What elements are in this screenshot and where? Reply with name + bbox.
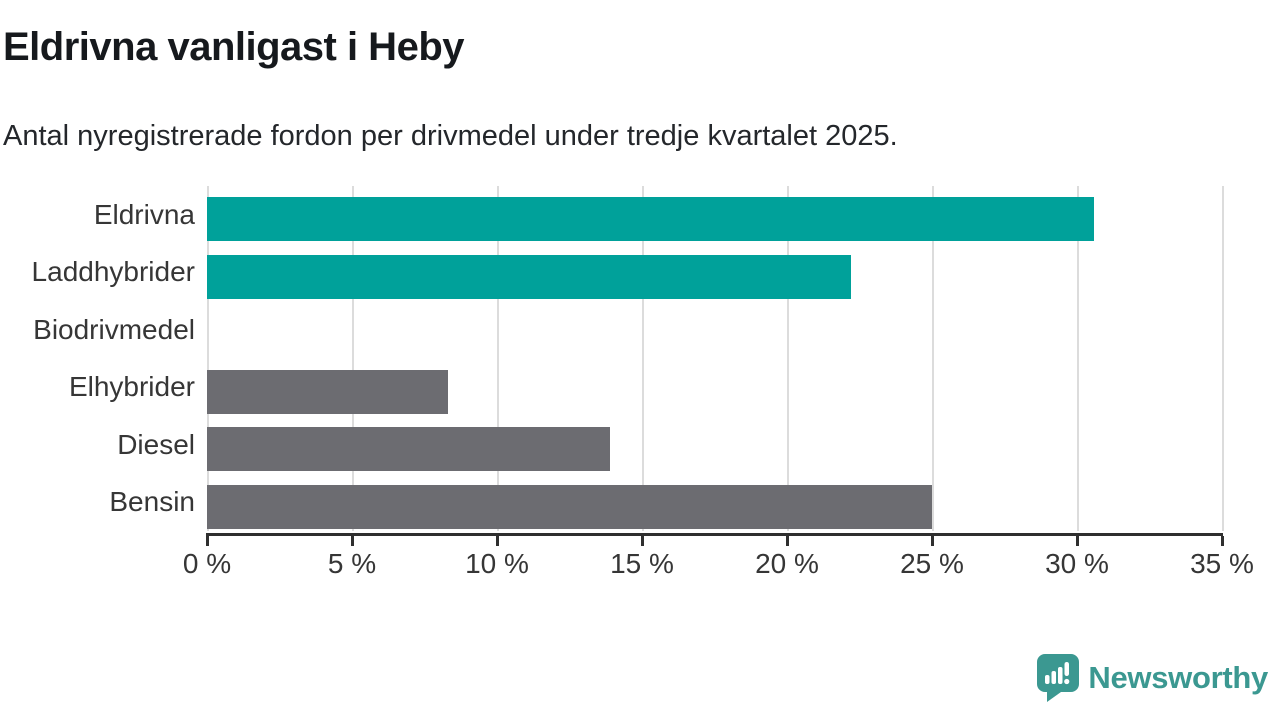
x-tick-label-10: 10 % <box>465 548 529 579</box>
gridline-0 <box>207 186 209 531</box>
x-tick-label-25: 25 % <box>900 548 964 579</box>
x-tick-label-35: 35 % <box>1190 548 1254 579</box>
x-tick-label-20: 20 % <box>755 548 819 579</box>
category-label-elhybrider: Elhybrider <box>68 371 195 403</box>
x-tick-20 <box>786 536 789 546</box>
gridline-25 <box>932 186 934 531</box>
x-tick-10 <box>496 536 499 546</box>
x-tick-5 <box>351 536 354 546</box>
bar-diesel <box>207 427 611 471</box>
gridline-15 <box>642 186 644 531</box>
x-tick-label-5: 5 % <box>327 548 377 579</box>
x-tick-label-0: 0 % <box>182 548 232 579</box>
x-tick-15 <box>641 536 644 546</box>
category-label-bensin: Bensin <box>109 486 195 518</box>
bar-bensin <box>207 484 932 529</box>
gridline-10 <box>497 186 499 531</box>
chart-subtitle: Antal nyregistrerade fordon per drivmede… <box>3 120 898 152</box>
gridline-5 <box>352 186 354 531</box>
x-tick-label-30: 30 % <box>1045 548 1109 579</box>
plot-area <box>207 186 1224 531</box>
gridline-35 <box>1222 186 1224 531</box>
category-label-eldrivna: Eldrivna <box>93 198 195 230</box>
x-tick-0 <box>206 536 209 546</box>
x-tick-label-15: 15 % <box>610 548 674 579</box>
x-tick-30 <box>1076 536 1079 546</box>
x-tick-35 <box>1221 536 1224 546</box>
bar-laddhybrider <box>207 254 851 299</box>
category-label-diesel: Diesel <box>117 428 195 460</box>
category-label-laddhybrider: Laddhybrider <box>31 256 195 288</box>
bar-elhybrider <box>207 369 448 414</box>
category-labels: Eldrivna Laddhybrider Biodrivmedel Elhybrid… <box>0 186 195 531</box>
category-label-biodrivmedel: Biodrivmedel <box>33 313 195 345</box>
gridline-30 <box>1077 186 1079 531</box>
gridline-20 <box>787 186 789 531</box>
newsworthy-wordmark: Newsworthy <box>1088 660 1268 695</box>
x-axis-line <box>206 533 1223 536</box>
bar-eldrivna <box>207 197 1095 241</box>
newsworthy-chart-bubble-icon <box>1037 654 1080 702</box>
newsworthy-logo: Newsworthy <box>1037 654 1268 702</box>
chart-title: Eldrivna vanligast i Heby <box>3 25 465 69</box>
x-tick-25 <box>931 536 934 546</box>
